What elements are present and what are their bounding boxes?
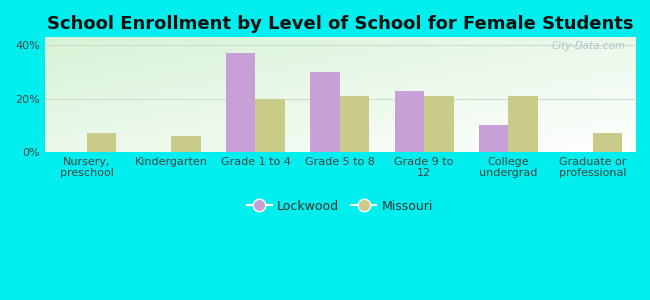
Bar bbox=[424, 96, 454, 152]
Bar bbox=[340, 96, 369, 152]
Bar bbox=[593, 133, 622, 152]
Bar bbox=[508, 96, 538, 152]
Bar bbox=[479, 125, 508, 152]
Bar bbox=[226, 53, 255, 152]
Text: City-Data.com: City-Data.com bbox=[552, 41, 626, 51]
Bar bbox=[310, 72, 340, 152]
Title: School Enrollment by Level of School for Female Students: School Enrollment by Level of School for… bbox=[47, 15, 633, 33]
Legend: Lockwood, Missouri: Lockwood, Missouri bbox=[242, 195, 438, 218]
Bar bbox=[87, 133, 116, 152]
Bar bbox=[255, 99, 285, 152]
Bar bbox=[395, 91, 424, 152]
Bar bbox=[171, 136, 201, 152]
